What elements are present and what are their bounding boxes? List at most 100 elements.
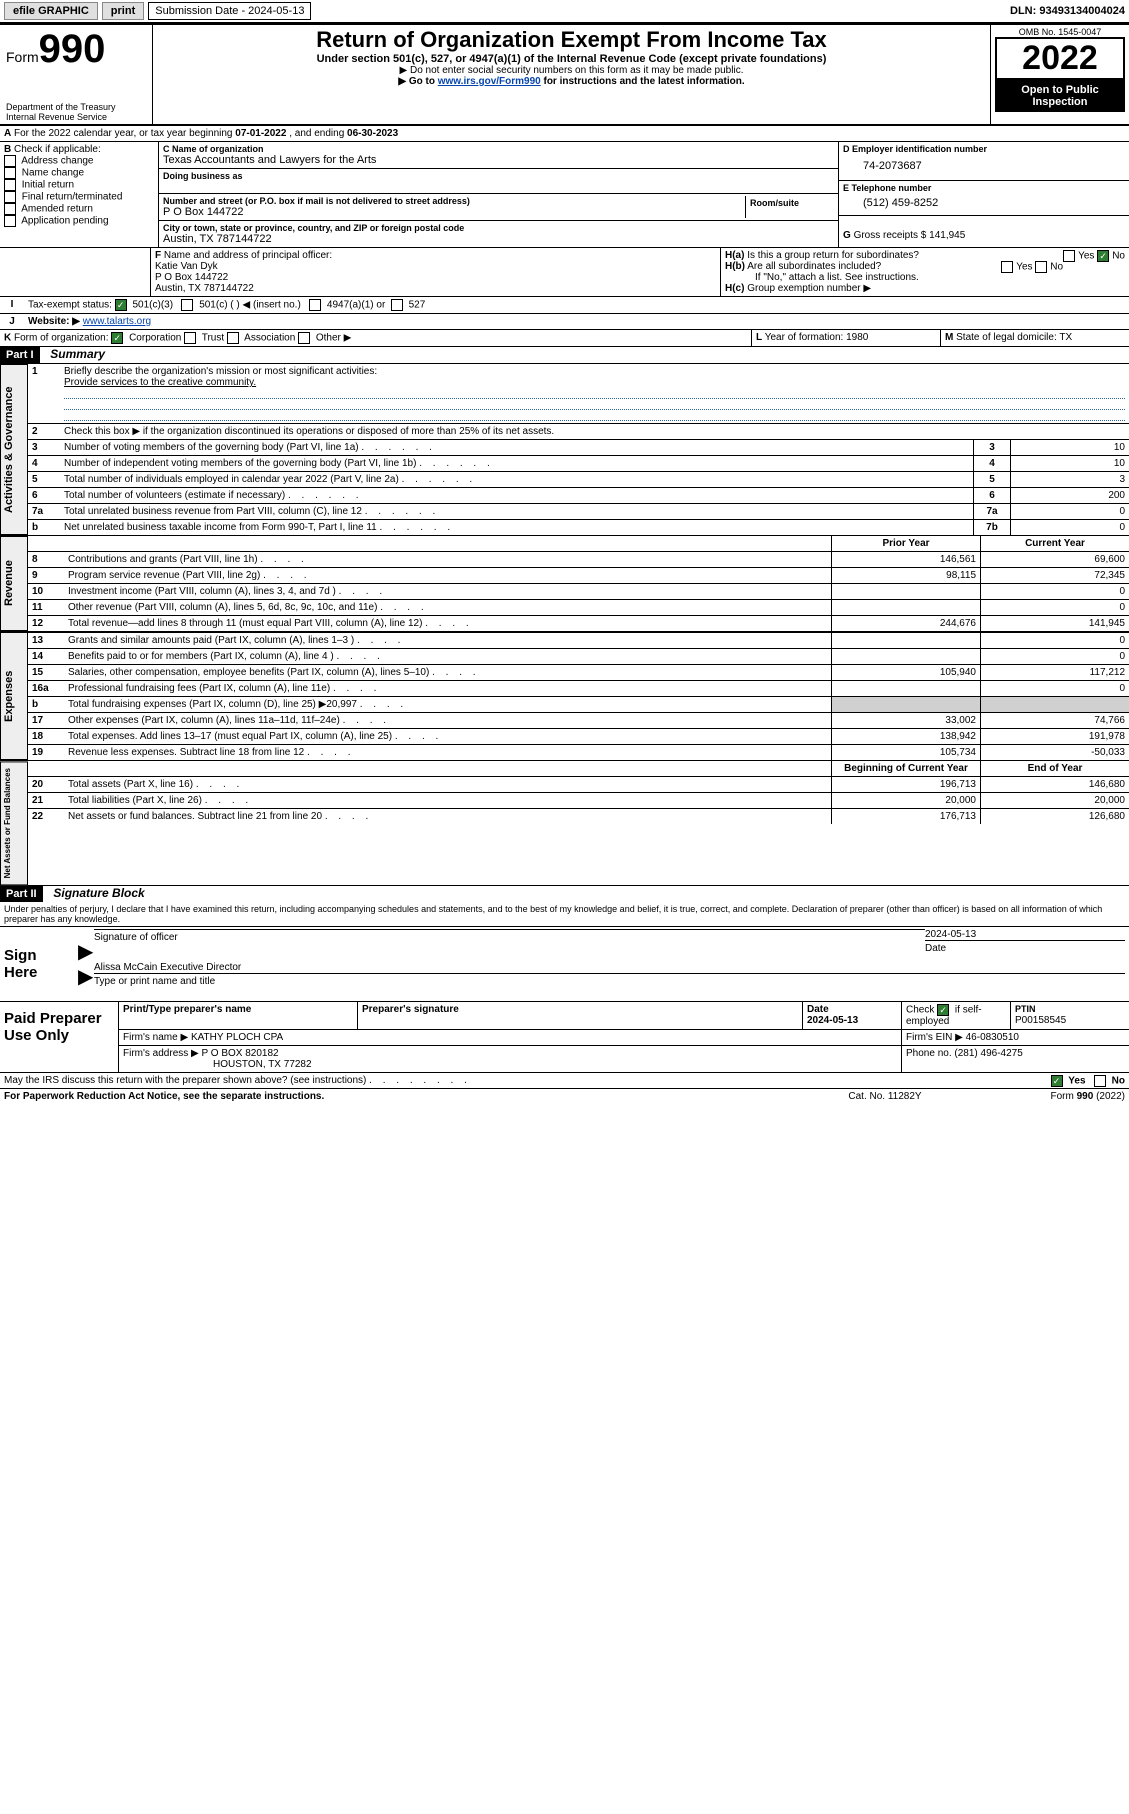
firm-name: KATHY PLOCH CPA bbox=[191, 1032, 283, 1043]
sig-officer-label: Signature of officer bbox=[94, 929, 925, 945]
tab-net-assets: Net Assets or Fund Balances bbox=[0, 761, 28, 885]
hdr-bcy: Beginning of Current Year bbox=[832, 761, 981, 776]
discuss-no-checkbox[interactable] bbox=[1094, 1075, 1106, 1087]
form-org-label: Form of organization: bbox=[14, 333, 109, 344]
form-990-label: Form 990 (2022) bbox=[985, 1091, 1125, 1102]
tax-year: 2022 bbox=[995, 37, 1125, 80]
trust-checkbox[interactable] bbox=[184, 332, 196, 344]
firm-addr-label: Firm's address ▶ bbox=[123, 1048, 199, 1059]
website-label: Website: ▶ bbox=[28, 316, 80, 327]
other-checkbox[interactable] bbox=[298, 332, 310, 344]
year-formation: 1980 bbox=[846, 332, 868, 343]
omb-no: OMB No. 1545-0047 bbox=[995, 27, 1125, 37]
form-title: Return of Organization Exempt From Incom… bbox=[159, 27, 984, 53]
corp-label: Corporation bbox=[129, 333, 181, 344]
ein: 74-2073687 bbox=[843, 154, 1125, 178]
paid-preparer-block: Paid Preparer Use Only Print/Type prepar… bbox=[0, 1002, 1129, 1073]
dln: DLN: 93493134004024 bbox=[1010, 5, 1125, 17]
527-checkbox[interactable] bbox=[391, 299, 403, 311]
firm-ein: 46-0830510 bbox=[966, 1032, 1019, 1043]
dept-treasury: Department of the Treasury bbox=[6, 102, 146, 112]
form-label: Form bbox=[6, 49, 39, 65]
officer-name-title: Alissa McCain Executive Director bbox=[94, 962, 1125, 973]
pra-notice: For Paperwork Reduction Act Notice, see … bbox=[4, 1091, 785, 1102]
discuss-no-label: No bbox=[1112, 1076, 1125, 1087]
b-checkbox[interactable] bbox=[4, 167, 16, 179]
ptin: P00158545 bbox=[1015, 1015, 1066, 1026]
part-ii-bar: Part II bbox=[0, 886, 43, 902]
ha-label: Is this a group return for subordinates? bbox=[747, 250, 919, 261]
open-to-public: Open to Public Inspection bbox=[995, 80, 1125, 112]
form-subtitle: Under section 501(c), 527, or 4947(a)(1)… bbox=[159, 53, 984, 65]
officer-addr2: Austin, TX 787144722 bbox=[155, 283, 254, 294]
submission-date: Submission Date - 2024-05-13 bbox=[148, 2, 311, 20]
line-a-pre: For the 2022 calendar year, or tax year … bbox=[14, 128, 235, 139]
ssn-note: ▶ Do not enter social security numbers o… bbox=[159, 65, 984, 76]
4947-checkbox[interactable] bbox=[309, 299, 321, 311]
firm-ein-label: Firm's EIN ▶ bbox=[906, 1032, 963, 1043]
4947-label: 4947(a)(1) or bbox=[327, 300, 385, 311]
part-i-title: Summary bbox=[42, 347, 105, 361]
hdr-prior-year: Prior Year bbox=[832, 536, 981, 551]
ha-no-checkbox[interactable] bbox=[1097, 250, 1109, 262]
discuss-yes-checkbox[interactable] bbox=[1051, 1075, 1063, 1087]
discuss-label: May the IRS discuss this return with the… bbox=[4, 1075, 366, 1086]
firm-addr2: HOUSTON, TX 77282 bbox=[123, 1059, 312, 1070]
line-i: I Tax-exempt status: 501(c)(3) 501(c) ( … bbox=[0, 297, 1129, 314]
gross-receipts: 141,945 bbox=[929, 230, 965, 241]
goto-post: for instructions and the latest informat… bbox=[541, 76, 745, 87]
irs-link[interactable]: www.irs.gov/Form990 bbox=[438, 76, 541, 87]
date-label: Date bbox=[925, 940, 1125, 956]
self-employed-checkbox[interactable] bbox=[937, 1004, 949, 1016]
preparer-name-label: Print/Type preparer's name bbox=[119, 1002, 358, 1030]
assoc-checkbox[interactable] bbox=[227, 332, 239, 344]
hb-yes-checkbox[interactable] bbox=[1001, 261, 1013, 273]
fh-block: F Name and address of principal officer:… bbox=[0, 248, 1129, 297]
other-label: Other ▶ bbox=[316, 333, 351, 344]
year-formation-label: Year of formation: bbox=[765, 332, 844, 343]
efile-graphic-button[interactable]: efile GRAPHIC bbox=[4, 2, 98, 20]
b-checkbox[interactable] bbox=[4, 179, 16, 191]
yes-label: Yes bbox=[1078, 251, 1094, 262]
corp-checkbox[interactable] bbox=[111, 332, 123, 344]
officer-name: Katie Van Dyk bbox=[155, 261, 218, 272]
c-name-label: Name of organization bbox=[172, 144, 264, 154]
print-button[interactable]: print bbox=[102, 2, 144, 20]
501c3-checkbox[interactable] bbox=[115, 299, 127, 311]
b-checkbox[interactable] bbox=[4, 191, 16, 203]
q2-label: Check this box ▶ if the organization dis… bbox=[60, 424, 1129, 440]
website-link[interactable]: www.talarts.org bbox=[83, 316, 151, 327]
firm-name-label: Firm's name ▶ bbox=[123, 1032, 188, 1043]
b-checkbox[interactable] bbox=[4, 155, 16, 167]
officer-addr1: P O Box 144722 bbox=[155, 272, 228, 283]
expenses-section: Expenses 13Grants and similar amounts pa… bbox=[0, 631, 1129, 760]
part-ii-title: Signature Block bbox=[45, 886, 144, 900]
b-checkbox[interactable] bbox=[4, 215, 16, 227]
phone: (512) 459-8252 bbox=[843, 193, 1125, 213]
part-ii-header: Part II Signature Block bbox=[0, 886, 1129, 902]
501c-checkbox[interactable] bbox=[181, 299, 193, 311]
hb-note: If "No," attach a list. See instructions… bbox=[725, 272, 1125, 283]
hdr-current-year: Current Year bbox=[981, 536, 1129, 551]
line-klm: K Form of organization: Corporation Trus… bbox=[0, 330, 1129, 347]
cat-no: Cat. No. 11282Y bbox=[785, 1091, 985, 1102]
ein-label: Employer identification number bbox=[852, 144, 987, 154]
state-domicile: TX bbox=[1059, 332, 1072, 343]
hb-no-checkbox[interactable] bbox=[1035, 261, 1047, 273]
ha-yes-checkbox[interactable] bbox=[1063, 250, 1075, 262]
addr-label: Number and street (or P.O. box if mail i… bbox=[163, 196, 745, 206]
org-name: Texas Accountants and Lawyers for the Ar… bbox=[163, 154, 834, 166]
section-b: B Check if applicable: Address change Na… bbox=[0, 142, 159, 247]
check-label: Check bbox=[906, 1005, 934, 1016]
tab-governance: Activities & Governance bbox=[0, 364, 28, 535]
goto-note: ▶ Go to www.irs.gov/Form990 for instruct… bbox=[159, 76, 984, 87]
hc-label: Group exemption number ▶ bbox=[747, 283, 871, 294]
tax-exempt-label: Tax-exempt status: bbox=[28, 300, 112, 311]
b-checkbox[interactable] bbox=[4, 203, 16, 215]
city-label: City or town, state or province, country… bbox=[163, 223, 834, 233]
tax-year-end: 06-30-2023 bbox=[347, 128, 398, 139]
net-assets-section: Net Assets or Fund Balances Beginning of… bbox=[0, 760, 1129, 886]
irs-label: Internal Revenue Service bbox=[6, 112, 146, 122]
sig-date: 2024-05-13 bbox=[925, 929, 1125, 940]
pt-date: 2024-05-13 bbox=[807, 1015, 858, 1026]
